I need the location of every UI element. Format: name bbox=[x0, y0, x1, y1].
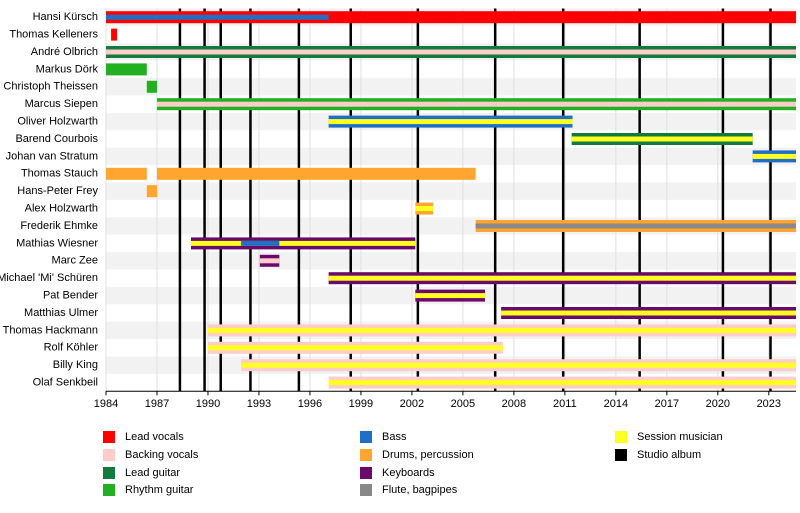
role-stripe bbox=[328, 119, 573, 125]
legend-swatch bbox=[103, 431, 115, 443]
legend-swatch bbox=[103, 467, 115, 479]
row-band bbox=[106, 60, 796, 79]
member-name: Matthias Ulmer bbox=[24, 307, 98, 319]
x-tick-label: 2005 bbox=[451, 398, 475, 410]
role-stripe bbox=[106, 14, 329, 20]
row-band bbox=[106, 147, 796, 166]
legend-label: Studio album bbox=[637, 449, 701, 461]
role-bar bbox=[146, 185, 157, 198]
legend-label: Keyboards bbox=[382, 467, 435, 479]
legend-swatch bbox=[360, 449, 372, 461]
member-name: Olaf Senkbeil bbox=[33, 377, 98, 389]
role-stripe bbox=[207, 345, 503, 351]
member-name: André Olbrich bbox=[31, 46, 98, 58]
legend-label: Lead guitar bbox=[125, 467, 180, 479]
role-stripe bbox=[475, 223, 796, 229]
member-name: Billy King bbox=[53, 359, 98, 371]
member-name: Frederik Ehmke bbox=[20, 220, 98, 232]
role-stripe bbox=[190, 240, 416, 246]
role-stripe bbox=[156, 101, 796, 107]
legend-swatch bbox=[360, 484, 372, 496]
x-tick-label: 2008 bbox=[502, 398, 526, 410]
member-name: Markus Dörk bbox=[36, 63, 99, 75]
legend-label: Flute, bagpipes bbox=[382, 484, 458, 496]
member-name: Mathias Wiesner bbox=[16, 237, 98, 249]
member-name: Michael 'Mi' Schüren bbox=[0, 272, 98, 284]
role-stripe bbox=[415, 293, 485, 299]
member-name: Thomas Hackmann bbox=[3, 324, 98, 336]
role-bar bbox=[111, 28, 118, 41]
row-band bbox=[106, 182, 796, 200]
member-name: Marcus Siepen bbox=[25, 98, 98, 110]
role-bar bbox=[156, 167, 476, 180]
legend-swatch bbox=[103, 449, 115, 461]
x-tick-label: 1990 bbox=[196, 398, 220, 410]
role-stripe bbox=[241, 240, 280, 246]
legend-label: Rhythm guitar bbox=[125, 484, 194, 496]
member-name: Thomas Stauch bbox=[21, 168, 98, 180]
role-stripe bbox=[415, 206, 434, 212]
role-stripe bbox=[259, 258, 280, 264]
legend-label: Lead vocals bbox=[125, 431, 184, 443]
x-tick-label: 2020 bbox=[706, 398, 730, 410]
member-name: Johan van Stratum bbox=[6, 150, 98, 162]
role-stripe bbox=[241, 362, 796, 368]
x-tick-label: 2023 bbox=[757, 398, 781, 410]
role-stripe bbox=[328, 275, 796, 281]
role-stripe bbox=[106, 49, 796, 55]
role-stripe bbox=[207, 327, 796, 333]
role-bar bbox=[146, 80, 157, 93]
legend-swatch bbox=[103, 484, 115, 496]
x-tick-label: 2017 bbox=[655, 398, 679, 410]
member-name: Hans-Peter Frey bbox=[17, 185, 98, 197]
row-band bbox=[106, 199, 796, 218]
member-name: Barend Courbois bbox=[15, 133, 98, 145]
role-stripe bbox=[501, 310, 796, 316]
x-tick-label: 1987 bbox=[145, 398, 169, 410]
legend-swatch bbox=[615, 431, 627, 443]
x-tick-label: 2011 bbox=[553, 398, 577, 410]
member-name: Rolf Köhler bbox=[44, 342, 99, 354]
legend-swatch bbox=[360, 431, 372, 443]
row-band bbox=[106, 78, 796, 96]
legend-swatch bbox=[360, 467, 372, 479]
role-bar bbox=[106, 167, 147, 180]
role-bar bbox=[106, 11, 796, 24]
legend-swatch bbox=[615, 449, 627, 461]
legend-label: Backing vocals bbox=[125, 449, 199, 461]
member-name: Christoph Theissen bbox=[3, 81, 98, 93]
legend-label: Session musician bbox=[637, 431, 723, 443]
x-tick-label: 2002 bbox=[400, 398, 424, 410]
member-name: Oliver Holzwarth bbox=[17, 116, 98, 128]
x-tick-label: 1996 bbox=[298, 398, 322, 410]
member-name: Alex Holzwarth bbox=[25, 203, 98, 215]
legend-label: Drums, percussion bbox=[382, 449, 474, 461]
row-band bbox=[106, 25, 796, 44]
role-bar bbox=[106, 63, 147, 76]
member-name: Pat Bender bbox=[43, 290, 98, 302]
x-tick-label: 1999 bbox=[349, 398, 373, 410]
legend-label: Bass bbox=[382, 431, 407, 443]
role-stripe bbox=[328, 380, 796, 386]
x-tick-label: 2014 bbox=[604, 398, 628, 410]
role-stripe bbox=[752, 153, 796, 159]
x-tick-label: 1984 bbox=[94, 398, 118, 410]
member-name: Marc Zee bbox=[52, 255, 98, 267]
member-name: Hansi Kürsch bbox=[33, 11, 98, 23]
x-tick-label: 1993 bbox=[247, 398, 271, 410]
member-name: Thomas Kelleners bbox=[9, 29, 98, 41]
row-band bbox=[106, 252, 796, 270]
role-stripe bbox=[571, 136, 753, 142]
